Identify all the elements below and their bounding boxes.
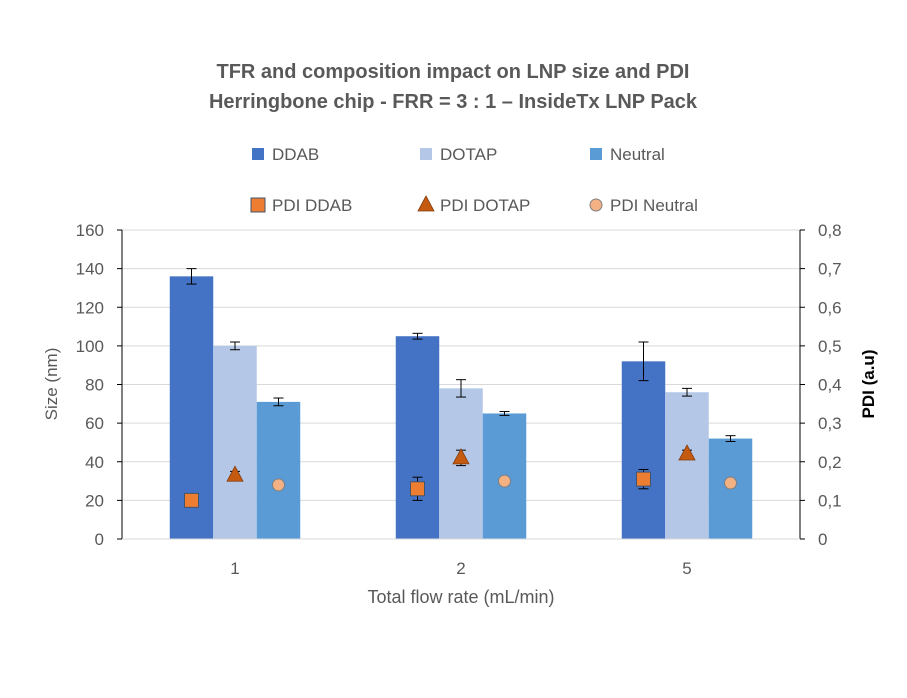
marker-pdi-ddab bbox=[636, 471, 651, 487]
marker-pdi-ddab bbox=[184, 492, 199, 508]
legend-label: PDI Neutral bbox=[610, 196, 698, 215]
legend-swatch-ddab bbox=[252, 148, 264, 160]
bar-neutral bbox=[256, 401, 301, 539]
chart-title-line-2: Herringbone chip - FRR = 3 : 1 – InsideT… bbox=[209, 91, 698, 113]
bar-dotap bbox=[213, 345, 257, 539]
y2-tick-label: 0,8 bbox=[818, 221, 842, 240]
marker-pdi-ddab bbox=[410, 481, 425, 497]
marker-pdi-neutral bbox=[498, 474, 511, 488]
y-tick-label: 40 bbox=[85, 453, 104, 472]
y-tick-label: 80 bbox=[85, 376, 104, 395]
legend-swatch-dotap bbox=[420, 148, 432, 160]
legend-label: PDI DDAB bbox=[272, 196, 352, 215]
y-tick-label: 120 bbox=[76, 298, 104, 317]
legend-marker-pdi-dotap bbox=[417, 195, 435, 212]
marker-pdi-neutral bbox=[272, 478, 285, 492]
x-tick-label: 2 bbox=[456, 559, 465, 578]
y-tick-label: 140 bbox=[76, 260, 104, 279]
y-tick-label: 100 bbox=[76, 337, 104, 356]
bar-ddab bbox=[395, 336, 440, 539]
legend-marker-pdi-ddab bbox=[250, 197, 266, 213]
y-tick-label: 20 bbox=[85, 491, 104, 510]
y2-tick-label: 0,2 bbox=[818, 453, 842, 472]
pdi-markers bbox=[184, 444, 737, 508]
legend-label: DDAB bbox=[272, 145, 319, 164]
bar-dotap bbox=[665, 392, 709, 539]
y-tick-label: 60 bbox=[85, 414, 104, 433]
y2-tick-label: 0,7 bbox=[818, 260, 842, 279]
x-axis-label: Total flow rate (mL/min) bbox=[367, 587, 554, 607]
bars bbox=[169, 268, 753, 539]
y2-tick-label: 0,6 bbox=[818, 298, 842, 317]
chart-title-line-1: TFR and composition impact on LNP size a… bbox=[216, 61, 689, 83]
legend-marker-pdi-neutral bbox=[589, 198, 603, 212]
y-tick-label: 160 bbox=[76, 221, 104, 240]
y-axis-label: Size (nm) bbox=[42, 348, 61, 421]
y2-tick-label: 0,5 bbox=[818, 337, 842, 356]
y2-tick-label: 0,3 bbox=[818, 414, 842, 433]
bar-ddab bbox=[621, 361, 666, 539]
y2-tick-label: 0,4 bbox=[818, 376, 842, 395]
marker-pdi-neutral bbox=[724, 476, 737, 490]
x-tick-label: 5 bbox=[682, 559, 691, 578]
marker-pdi-dotap bbox=[226, 465, 244, 482]
y2-tick-label: 0 bbox=[818, 530, 827, 549]
legend-label: PDI DOTAP bbox=[440, 196, 530, 215]
legend-swatch-neutral bbox=[590, 148, 602, 160]
legend-label: Neutral bbox=[610, 145, 665, 164]
x-tick-label: 1 bbox=[230, 559, 239, 578]
legend: DDAB DOTAP Neutral PDI DDAB PDI DOTAP PDI Neu… bbox=[250, 145, 698, 215]
legend-label: DOTAP bbox=[440, 145, 497, 164]
y2-tick-label: 0,1 bbox=[818, 491, 842, 510]
marker-pdi-dotap bbox=[452, 448, 470, 465]
y2-axis-label: PDI (a.u) bbox=[859, 350, 878, 419]
axes: 0 20 40 60 80 100 120 140 160 0 0,1 0,2 0,3 0,4 0,5 0,6… bbox=[76, 221, 842, 578]
y-tick-label: 0 bbox=[95, 530, 104, 549]
marker-pdi-dotap bbox=[678, 444, 696, 461]
